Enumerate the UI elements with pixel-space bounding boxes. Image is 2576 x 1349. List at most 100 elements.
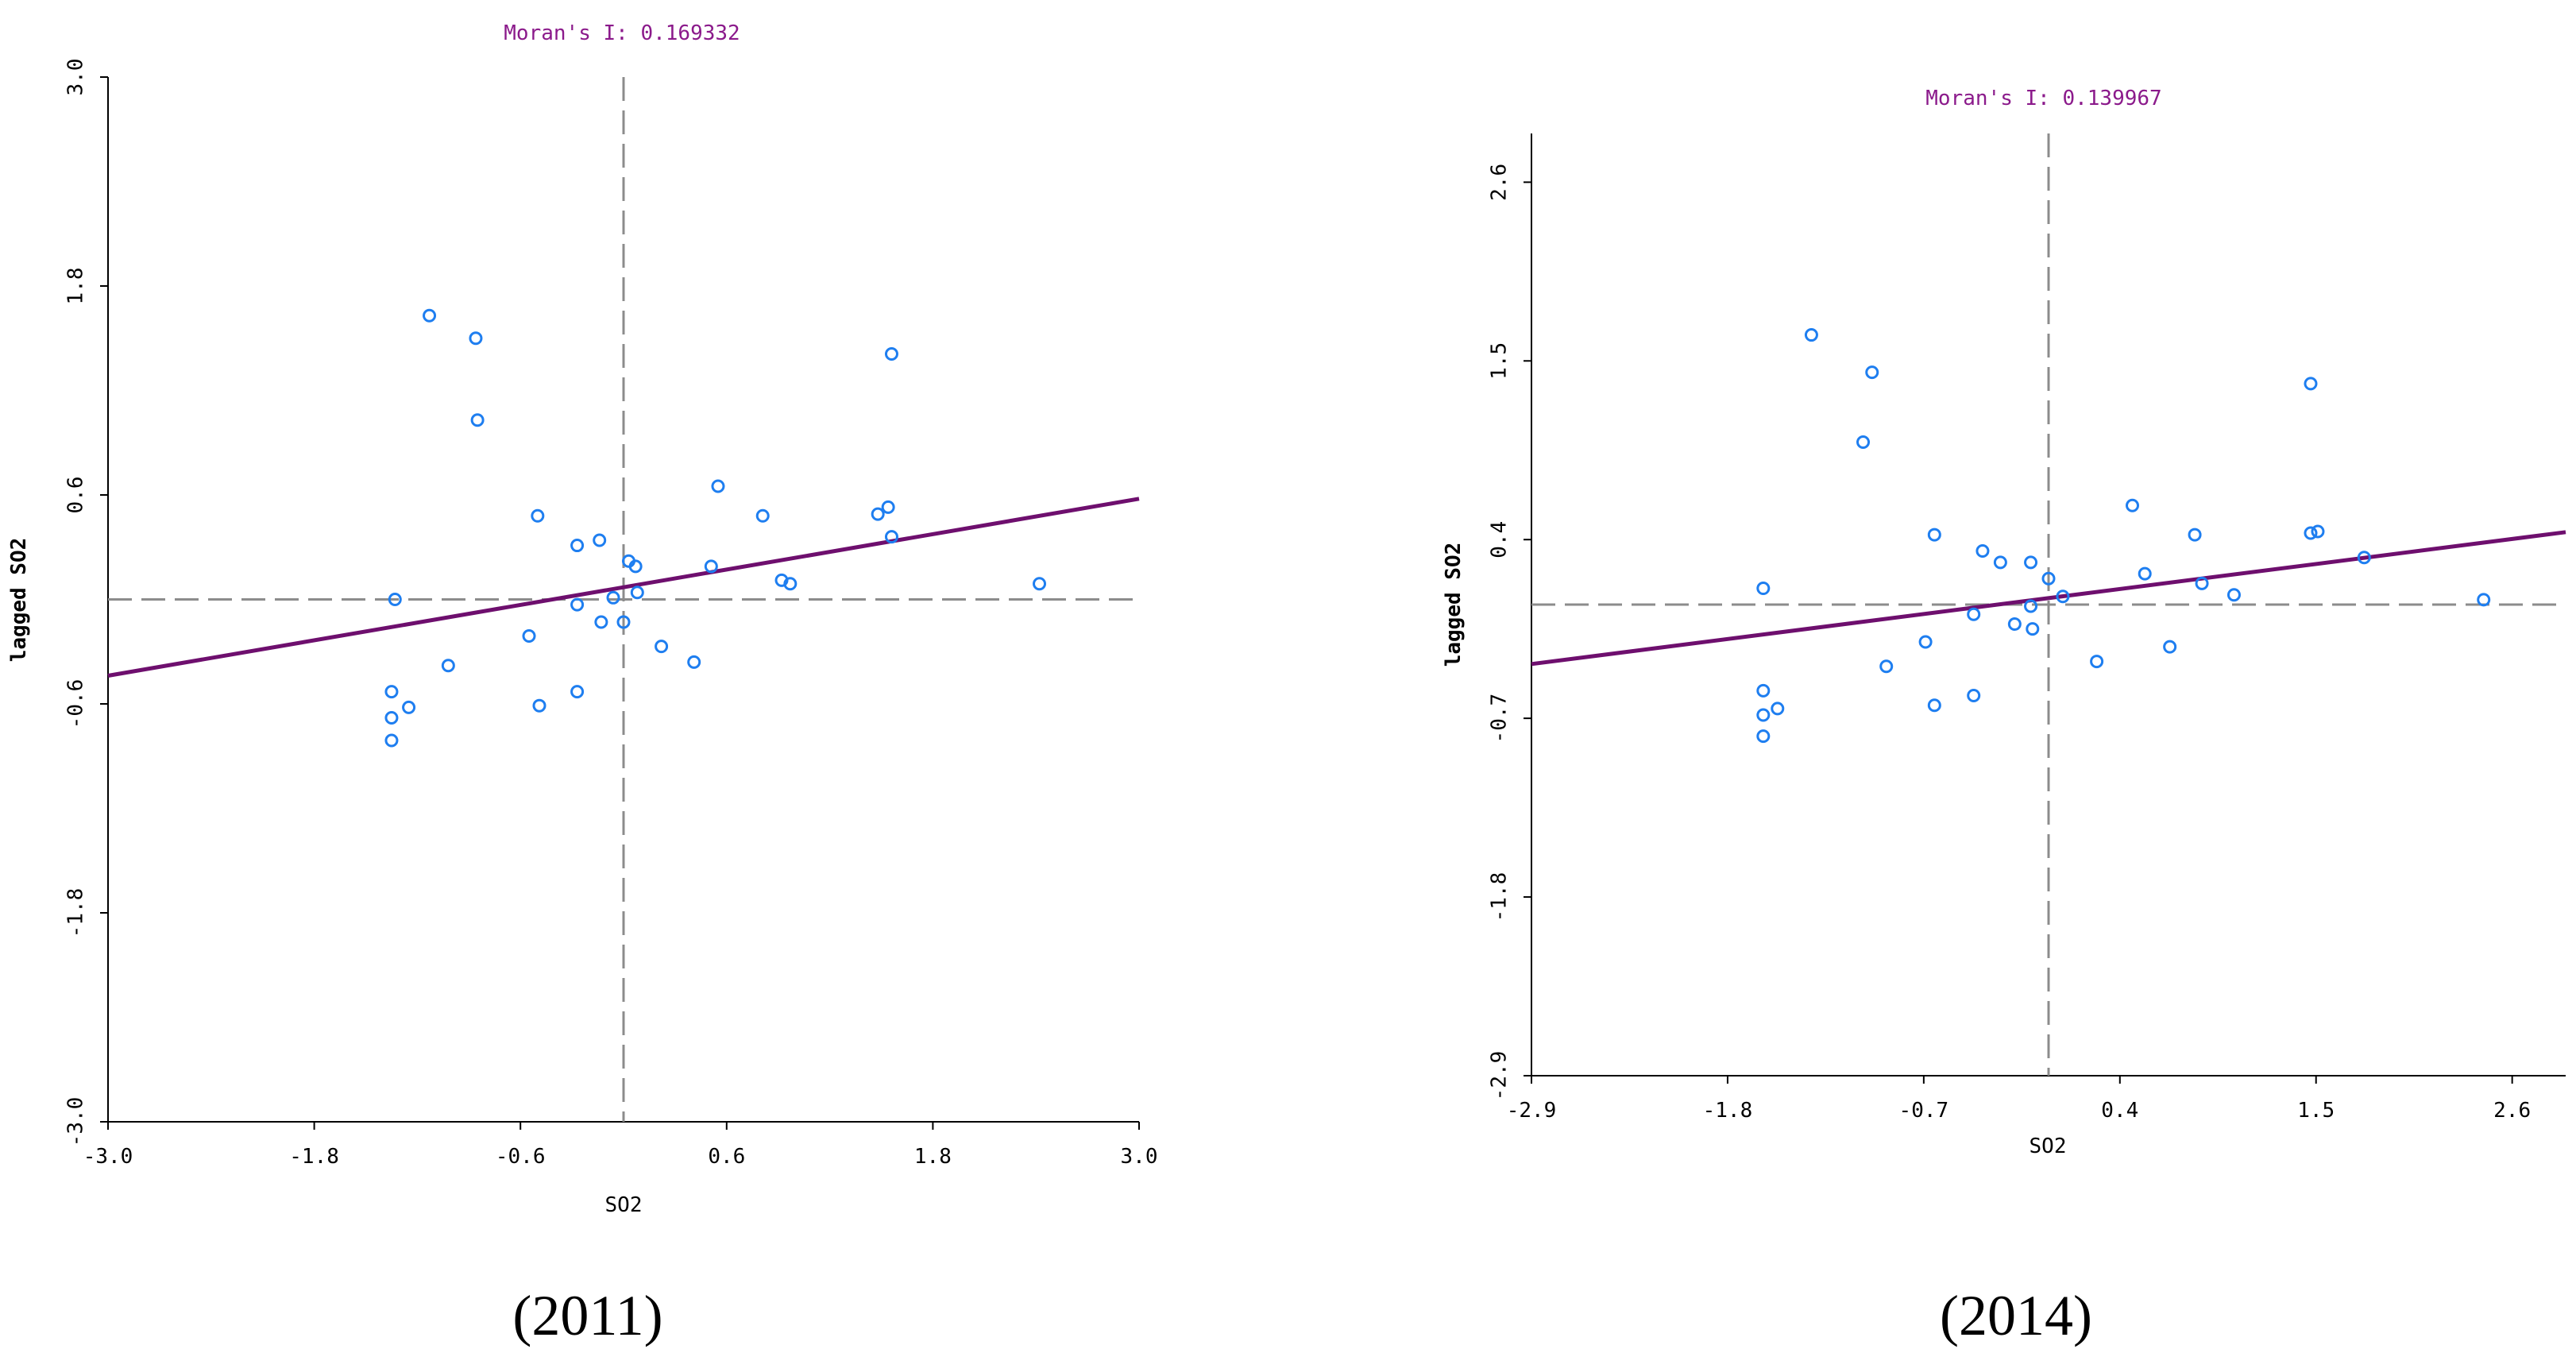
data-point — [1927, 528, 1941, 542]
x-axis-title: SO2 — [2030, 1134, 2067, 1158]
x-tick-label: -0.6 — [496, 1145, 546, 1169]
data-point — [1856, 435, 1871, 450]
data-point — [2041, 571, 2056, 586]
y-tick-label: 0.6 — [64, 477, 88, 514]
data-point — [570, 597, 585, 612]
x-tick-label: 1.5 — [2297, 1099, 2335, 1123]
data-point — [655, 640, 669, 654]
y-tick-label: -1.8 — [64, 888, 88, 938]
data-point — [1927, 698, 1941, 713]
x-tick-label: -1.8 — [289, 1145, 339, 1169]
data-point — [704, 559, 718, 574]
x-tick-label: -2.9 — [1507, 1099, 1557, 1123]
data-point — [384, 711, 399, 725]
data-point — [1804, 328, 1818, 342]
data-point — [2477, 593, 2491, 607]
data-point — [2138, 566, 2152, 581]
morans-i-label: Moran's I: 0.169332 — [504, 21, 740, 45]
x-tick-label: -3.0 — [83, 1145, 133, 1169]
data-point — [711, 479, 725, 493]
data-point — [570, 539, 585, 553]
data-point — [2311, 524, 2325, 539]
data-point — [884, 530, 898, 544]
data-point — [2026, 622, 2040, 636]
data-point — [2357, 551, 2371, 565]
x-tick-label: -1.8 — [1703, 1099, 1753, 1123]
data-point — [423, 308, 437, 323]
data-point — [2126, 498, 2140, 512]
y-tick-label: 0.4 — [1488, 521, 1512, 559]
data-point — [1756, 729, 1771, 744]
x-tick-label: 2.6 — [2493, 1099, 2531, 1123]
data-point — [570, 685, 585, 699]
data-point — [2024, 599, 2038, 613]
data-point — [1975, 544, 1990, 559]
y-axis-title: lagged SO2 — [7, 538, 31, 663]
scatter-panel-2011: -3.0 -1.8 -0.6 0.6 1.8 3.0 -3.0 -1.8 -0.6 0.6 1.8 3… — [7, 21, 1157, 1347]
data-point — [2024, 555, 2038, 570]
data-point — [1756, 582, 1771, 596]
data-point — [881, 500, 895, 514]
y-tick-label: 3.0 — [64, 59, 88, 96]
data-point — [630, 586, 644, 600]
data-point — [755, 508, 770, 523]
data-point — [2226, 588, 2241, 602]
x-tick-label: 1.8 — [914, 1145, 952, 1169]
data-point — [531, 508, 545, 523]
data-point — [1918, 635, 1933, 649]
data-point — [783, 577, 798, 591]
x-tick-label: 0.6 — [708, 1145, 745, 1169]
data-point — [522, 629, 536, 644]
x-tick-label: 0.4 — [2101, 1099, 2138, 1123]
data-point — [593, 533, 607, 547]
data-point — [2195, 576, 2209, 590]
data-point — [687, 655, 701, 669]
y-tick-label: 2.6 — [1488, 164, 1512, 201]
scatter-panel-2014: -2.9 -1.8 -0.7 0.4 1.5 2.6 -2.9 -1.8 -0.7 0.4 1.5 2… — [1442, 87, 2566, 1347]
data-point — [469, 331, 483, 346]
data-point — [2188, 528, 2202, 542]
y-tick-label: -0.7 — [1488, 694, 1512, 744]
data-point — [1033, 577, 1047, 591]
y-tick-label: -2.9 — [1488, 1051, 1512, 1101]
data-point — [470, 413, 485, 427]
data-point — [1967, 689, 1981, 703]
data-point — [384, 685, 399, 699]
data-point — [2304, 377, 2318, 391]
data-point — [1756, 708, 1771, 722]
data-point — [1771, 702, 1785, 716]
data-point — [1993, 555, 2007, 570]
morans-i-label: Moran's I: 0.139967 — [1925, 87, 2161, 110]
data-point — [388, 593, 402, 606]
data-point — [594, 615, 608, 629]
data-point — [628, 559, 643, 574]
data-point — [1879, 659, 1894, 674]
data-point — [532, 698, 546, 713]
data-point — [2163, 640, 2177, 654]
data-point — [402, 700, 416, 714]
y-tick-label: -1.8 — [1488, 872, 1512, 922]
data-point — [2090, 655, 2104, 669]
y-tick-label: -3.0 — [64, 1097, 88, 1147]
data-point — [2007, 617, 2022, 632]
data-point — [871, 507, 885, 521]
x-axis-title: SO2 — [605, 1193, 643, 1217]
data-point — [884, 346, 898, 361]
x-tick-label: -0.7 — [1899, 1099, 1949, 1123]
data-point — [2304, 526, 2318, 540]
x-tick-label: 3.0 — [1121, 1145, 1158, 1169]
y-axis-title: lagged SO2 — [1442, 543, 1466, 667]
data-point — [606, 590, 620, 605]
y-tick-label: 1.5 — [1488, 342, 1512, 380]
y-tick-label: 1.8 — [64, 268, 88, 305]
data-point — [616, 615, 631, 629]
data-point — [2056, 589, 2070, 604]
data-point — [384, 733, 399, 748]
panel-caption: (2014) — [1940, 1284, 2092, 1347]
data-point — [1756, 683, 1771, 698]
regression-line — [1531, 530, 2566, 667]
data-point — [1865, 365, 1879, 380]
data-point — [1967, 607, 1981, 621]
